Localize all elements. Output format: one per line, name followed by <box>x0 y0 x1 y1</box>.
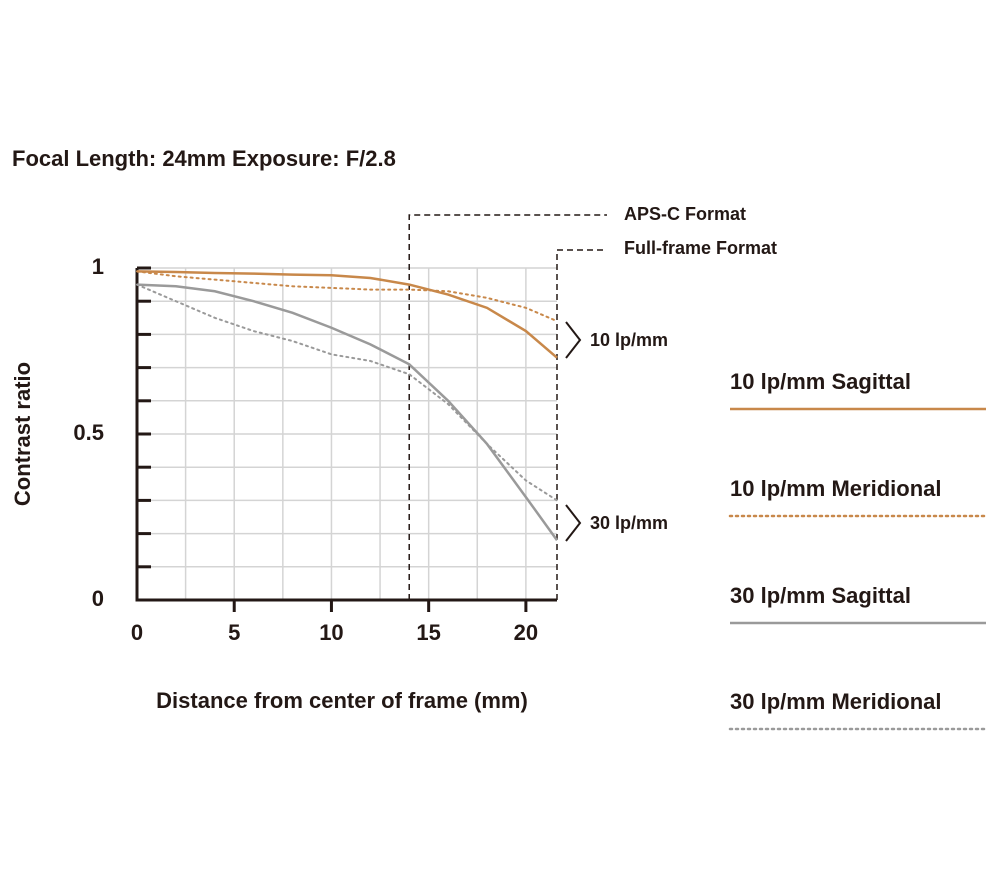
x-tick-label: 15 <box>416 620 440 645</box>
y-tick-label: 1 <box>92 254 104 279</box>
series-line <box>136 270 558 323</box>
format-label: APS-C Format <box>624 204 746 224</box>
format-line <box>556 249 607 600</box>
chart-title: Focal Length: 24mm Exposure: F/2.8 <box>12 146 396 171</box>
legend-label: 30 lp/mm Meridional <box>730 689 942 714</box>
x-axis-title: Distance from center of frame (mm) <box>156 688 528 713</box>
format-label: Full-frame Format <box>624 238 777 258</box>
x-tick-label: 20 <box>514 620 538 645</box>
x-tick-label: 5 <box>228 620 240 645</box>
group-label: 30 lp/mm <box>590 513 668 533</box>
y-tick-label: 0 <box>92 586 104 611</box>
bracket <box>565 321 582 359</box>
format-line <box>408 214 607 600</box>
y-tick-label: 0.5 <box>73 420 104 445</box>
legend-label: 10 lp/mm Meridional <box>730 476 942 501</box>
series-line <box>136 270 558 359</box>
bracket <box>565 504 582 542</box>
y-axis-title: Contrast ratio <box>10 362 35 506</box>
x-tick-label: 10 <box>319 620 343 645</box>
x-tick-label: 0 <box>131 620 143 645</box>
series-line <box>136 283 559 541</box>
group-label: 10 lp/mm <box>590 330 668 350</box>
legend-label: 10 lp/mm Sagittal <box>730 369 911 394</box>
legend-label: 30 lp/mm Sagittal <box>730 583 911 608</box>
series-line <box>136 283 558 502</box>
